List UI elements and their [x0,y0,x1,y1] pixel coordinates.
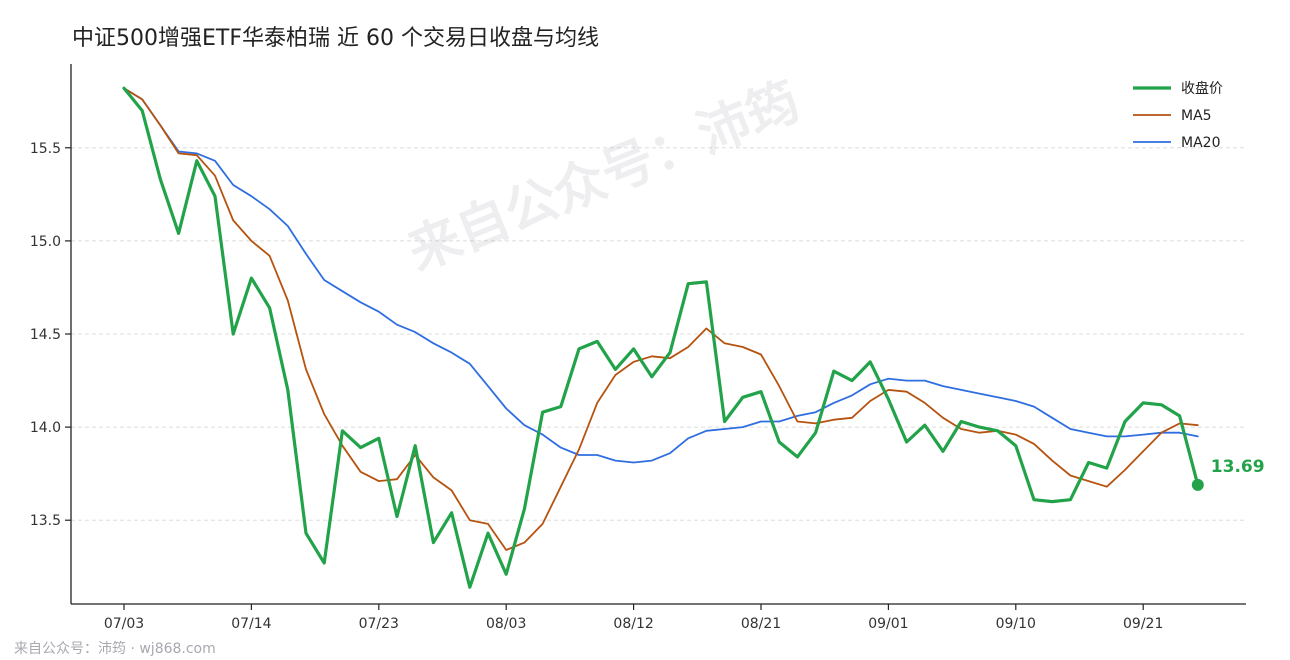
legend-entry-label: MA20 [1181,135,1220,151]
series-lines: 13.69 [122,86,1265,589]
legend-entry-label: 收盘价 [1181,80,1223,97]
x-tick-label: 08/21 [741,616,781,632]
y-tick-label: 15.5 [30,141,61,157]
x-tick-label: 09/01 [868,616,908,632]
y-tick-label: 14.5 [30,327,61,343]
y-tick-label: 14.0 [30,420,61,436]
chart-title: 中证500增强ETF华泰柏瑞 近 60 个交易日收盘与均线 [72,26,599,51]
last-close-label: 13.69 [1211,457,1265,477]
y-tick-label: 13.5 [30,513,61,529]
x-tick-label: 07/14 [231,616,271,632]
axes: 13.5 14.0 14.5 15.0 15.5 07/03 07/14 07/23 08/03… [30,64,1246,632]
x-tick-label: 08/03 [486,616,526,632]
y-tick-label: 15.0 [30,234,61,250]
x-tick-label: 07/23 [359,616,399,632]
x-tick-label: 09/21 [1123,616,1163,632]
series-line-ma20 [123,87,1199,464]
grid-lines [71,147,1246,521]
x-tick-label: 08/12 [613,616,653,632]
x-tick-label: 09/10 [996,616,1036,632]
legend-entry-label: MA5 [1181,108,1212,124]
last-close-point [1191,478,1204,491]
footer-source-note: 来自公众号：沛筠 · wj868.com [14,641,216,657]
series-line-ma5 [123,87,1199,551]
series-line-close [122,86,1200,589]
legend: 收盘价 MA5 MA20 [1133,80,1223,151]
x-tick-label: 07/03 [104,616,144,632]
